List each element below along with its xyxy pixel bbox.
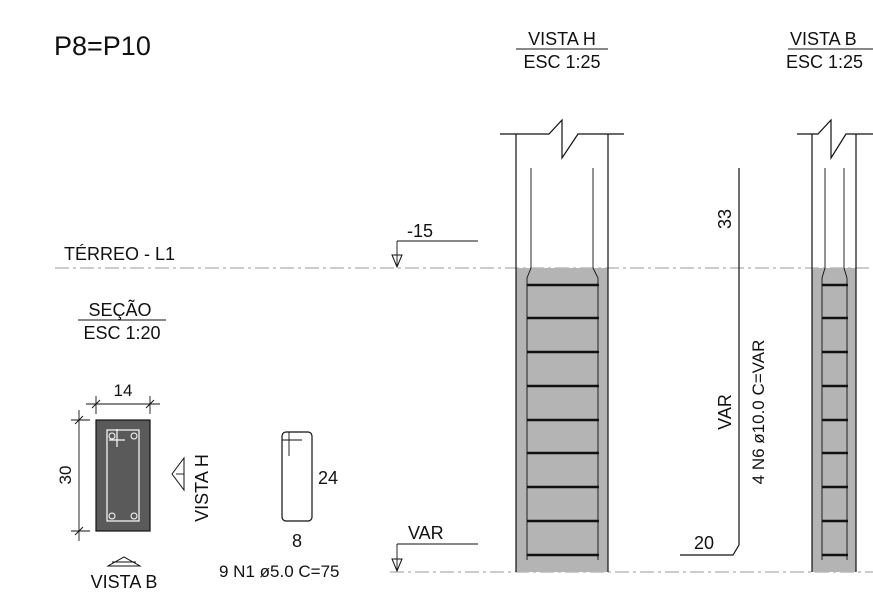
view-b-marker-label: VISTA B — [91, 572, 158, 592]
top-elevation-marker — [391, 254, 403, 269]
ground-level-label: TÉRREO - L1 — [64, 244, 175, 264]
longitudinal-top-hook-label: 33 — [715, 209, 735, 229]
bottom-elevation-marker — [391, 558, 403, 573]
section-bar — [130, 432, 138, 440]
longitudinal-length-label: VAR — [715, 394, 735, 430]
section-scale: ESC 1:20 — [83, 323, 160, 343]
view-h-title: VISTA H — [528, 29, 596, 49]
view-b-title: VISTA B — [790, 29, 857, 49]
height-tick-bottom — [74, 526, 84, 536]
stirrup-callout: 9 N1 ø5.0 C=75 — [219, 562, 340, 581]
top-elevation-label: -15 — [407, 221, 433, 241]
section-bar — [108, 432, 116, 440]
section-width-label: 14 — [114, 381, 133, 400]
drawing-title: P8=P10 — [54, 31, 151, 61]
view-b-marker — [106, 556, 142, 567]
stirrup-base-label: 8 — [292, 531, 302, 551]
view-b-break-line — [797, 118, 873, 161]
stirrup-shape — [281, 431, 313, 522]
section-stirrup — [106, 429, 140, 522]
view-h-marker-label: VISTA H — [192, 454, 212, 522]
height-tick-top — [74, 415, 84, 425]
view-h-scale: ESC 1:25 — [523, 52, 600, 72]
section-height-label: 30 — [56, 466, 75, 485]
bottom-elevation-label: VAR — [408, 523, 444, 543]
section-bar — [130, 512, 138, 520]
longitudinal-bar-shape — [680, 168, 740, 556]
section-title: SEÇÃO — [88, 299, 151, 320]
stirrup-side-label: 24 — [318, 468, 338, 488]
width-tick-left — [91, 399, 101, 409]
section-concrete — [95, 419, 151, 532]
view-b-elevation — [797, 118, 873, 572]
section-bar — [108, 512, 116, 520]
cross-section — [95, 419, 151, 532]
longitudinal-callout: 4 N6 ø10.0 C=VAR — [749, 340, 768, 485]
view-h-elevation — [500, 118, 624, 572]
view-h-break-line — [500, 118, 624, 160]
view-b-scale: ESC 1:25 — [786, 52, 863, 72]
longitudinal-bottom-hook-label: 20 — [694, 533, 714, 553]
width-tick-right — [145, 399, 155, 409]
